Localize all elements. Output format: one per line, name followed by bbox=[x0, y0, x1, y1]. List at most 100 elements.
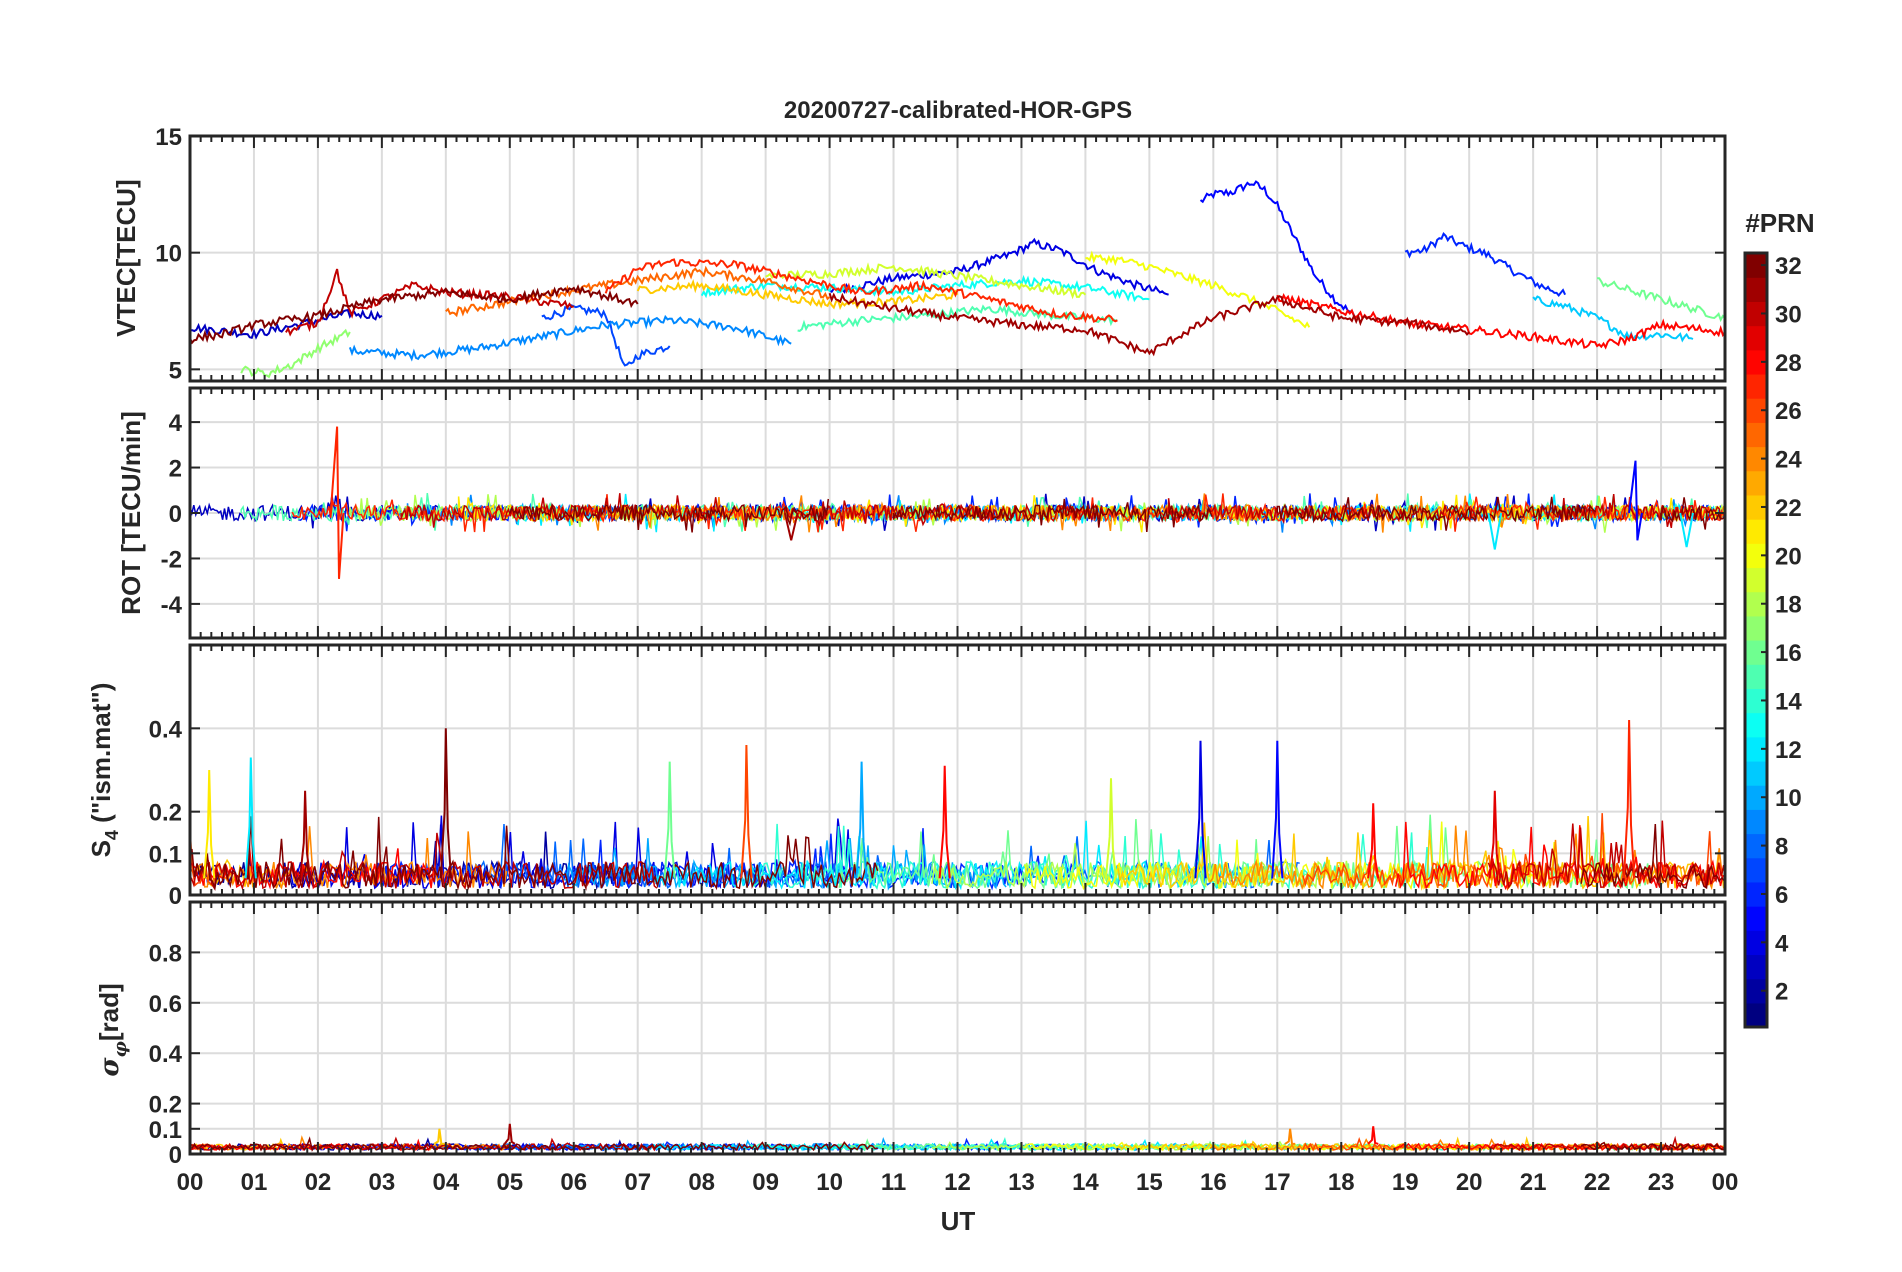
colorbar-frame bbox=[1743, 251, 1769, 1029]
colorbar-band-prn-6 bbox=[1745, 881, 1767, 907]
s4-ytick-label: 0.2 bbox=[149, 800, 182, 827]
colorbar-band-prn-16 bbox=[1745, 640, 1767, 665]
colorbar-tick-label: 30 bbox=[1775, 301, 1802, 328]
s4-ylabel-base: S bbox=[86, 840, 116, 857]
sigma-peak-prn-24 bbox=[1284, 1128, 1296, 1145]
vtec-series-prn-20 bbox=[1085, 250, 1311, 329]
sigma-peak-prn-22 bbox=[433, 1128, 445, 1145]
s4-peak-prn-27 bbox=[1622, 719, 1636, 879]
x-tick-label: 12 bbox=[944, 1169, 971, 1196]
s4-peak-prn-28 bbox=[938, 765, 951, 879]
colorbar-band-prn-25 bbox=[1745, 422, 1767, 448]
sigma-ytick-label: 0.8 bbox=[149, 940, 182, 967]
x-tick-label: 20 bbox=[1456, 1169, 1483, 1196]
s4-series-prn-32 bbox=[191, 816, 1725, 892]
rot-ytick-label: 2 bbox=[169, 456, 182, 483]
colorbar-tick-label: 4 bbox=[1775, 930, 1789, 957]
sigma-ylabel-rest: [rad] bbox=[94, 983, 124, 1041]
s4-peak-prn-4 bbox=[1194, 740, 1207, 879]
x-tick-label: 10 bbox=[816, 1169, 843, 1196]
colorbar-band-prn-15 bbox=[1745, 664, 1767, 689]
rot-ytick-label: 4 bbox=[169, 410, 183, 437]
x-tick-label: 23 bbox=[1648, 1169, 1675, 1196]
colorbar-band-prn-19 bbox=[1745, 567, 1767, 593]
x-axis-label: UT bbox=[941, 1206, 976, 1236]
colorbar-title: #PRN bbox=[1745, 208, 1814, 238]
x-tick-label: 02 bbox=[305, 1169, 332, 1196]
s4-ytick-label: 0.1 bbox=[149, 841, 182, 868]
colorbar-tick-label: 6 bbox=[1775, 882, 1788, 909]
colorbar-band-prn-28 bbox=[1745, 349, 1767, 375]
colorbar-band-prn-10 bbox=[1745, 785, 1767, 810]
x-tick-label: 04 bbox=[432, 1169, 459, 1196]
s4-ytick-label: 0.4 bbox=[149, 716, 183, 743]
colorbar-tick-label: 12 bbox=[1775, 737, 1802, 764]
colorbar-band-prn-32 bbox=[1745, 253, 1767, 278]
rot-series bbox=[189, 426, 1726, 579]
colorbar-tick-label: 22 bbox=[1775, 495, 1802, 522]
vtec-series-prn-27 bbox=[604, 258, 1118, 324]
vtec-series-prn-31 bbox=[828, 292, 1470, 357]
colorbar-tick-label: 16 bbox=[1775, 640, 1802, 667]
rot-series-prn-30 bbox=[400, 493, 1724, 529]
s4-peak-prn-32 bbox=[439, 728, 452, 879]
vtec-series-prn-11 bbox=[1532, 295, 1694, 343]
s4-series bbox=[189, 719, 1726, 892]
vtec-series-prn-19 bbox=[765, 262, 1087, 300]
s4-ylabel-sub: 4 bbox=[102, 830, 122, 840]
rot-spike-prn-27 bbox=[329, 426, 345, 579]
x-tick-label: 00 bbox=[177, 1169, 204, 1196]
vtec-ytick-label: 5 bbox=[169, 357, 182, 384]
colorbar-band-prn-9 bbox=[1745, 809, 1767, 835]
rot-ytick-label: 0 bbox=[169, 501, 182, 528]
colorbar-tick-label: 14 bbox=[1775, 688, 1802, 715]
colorbar-tick-label: 18 bbox=[1775, 592, 1802, 619]
vtec-grid bbox=[190, 135, 1725, 381]
x-tick-label: 19 bbox=[1392, 1169, 1419, 1196]
x-tick-label: 14 bbox=[1072, 1169, 1099, 1196]
vtec-series-prn-22 bbox=[636, 278, 959, 311]
colorbar-tick-label: 26 bbox=[1775, 398, 1802, 425]
x-tick-label: 08 bbox=[688, 1169, 715, 1196]
s4-frame bbox=[188, 643, 1727, 897]
vtec-series-prn-16 bbox=[1597, 277, 1725, 323]
sigma-ylabel-sub: φ bbox=[110, 1040, 131, 1057]
colorbar-band-prn-11 bbox=[1745, 760, 1767, 786]
s4-peak-prn-26 bbox=[740, 744, 753, 879]
colorbar-band-prn-27 bbox=[1745, 373, 1767, 399]
colorbar-band-prn-17 bbox=[1745, 615, 1767, 641]
vtec-series-prn-5 bbox=[1199, 180, 1355, 317]
vtec-series-prn-6 bbox=[1404, 232, 1567, 297]
colorbar-band-prn-7 bbox=[1745, 857, 1767, 883]
x-tick-label: 07 bbox=[624, 1169, 651, 1196]
colorbar-band-prn-30 bbox=[1745, 301, 1767, 327]
x-tick-labels: 00 01 02 03 04 05 06 07 08 09 10 11 12 13 14 15 16 17 18 19… bbox=[177, 1169, 1739, 1196]
colorbar-band-prn-18 bbox=[1745, 591, 1767, 617]
colorbar-band-prn-14 bbox=[1745, 688, 1767, 714]
panel-s4: 0 0.1 0.2 0.4 S4 ("ism.mat") bbox=[86, 643, 1727, 910]
s4-peak-prn-16 bbox=[663, 761, 676, 879]
sigma-ytick-label: 0.6 bbox=[149, 991, 182, 1018]
s4-peak-prn-29 bbox=[1488, 790, 1501, 879]
colorbar-band-prn-24 bbox=[1745, 446, 1767, 472]
x-tick-label: 16 bbox=[1200, 1169, 1227, 1196]
colorbar-band-prn-20 bbox=[1745, 543, 1767, 569]
vtec-series-prn-17 bbox=[240, 328, 351, 379]
s4-ylabel: S4 ("ism.mat") bbox=[86, 683, 122, 858]
colorbar-band-prn-21 bbox=[1745, 519, 1767, 544]
colorbar-tick-label: 2 bbox=[1775, 979, 1788, 1006]
colorbar-tick-label: 28 bbox=[1775, 350, 1802, 377]
colorbar-tick-label: 10 bbox=[1775, 785, 1802, 812]
vtec-series-prn-9 bbox=[348, 314, 792, 362]
vtec-series-prn-30 bbox=[285, 268, 575, 337]
colorbar-band-prn-29 bbox=[1745, 325, 1767, 351]
s4-ytick-label: 0 bbox=[169, 883, 182, 910]
sigma-frame bbox=[188, 900, 1727, 1156]
vtec-frame bbox=[188, 134, 1727, 383]
rot-ylabel: ROT [TECU/min] bbox=[116, 411, 146, 615]
s4-peak-prn-12 bbox=[244, 757, 257, 879]
vtec-series-prn-28 bbox=[1276, 292, 1725, 350]
x-tick-label: 18 bbox=[1328, 1169, 1355, 1196]
